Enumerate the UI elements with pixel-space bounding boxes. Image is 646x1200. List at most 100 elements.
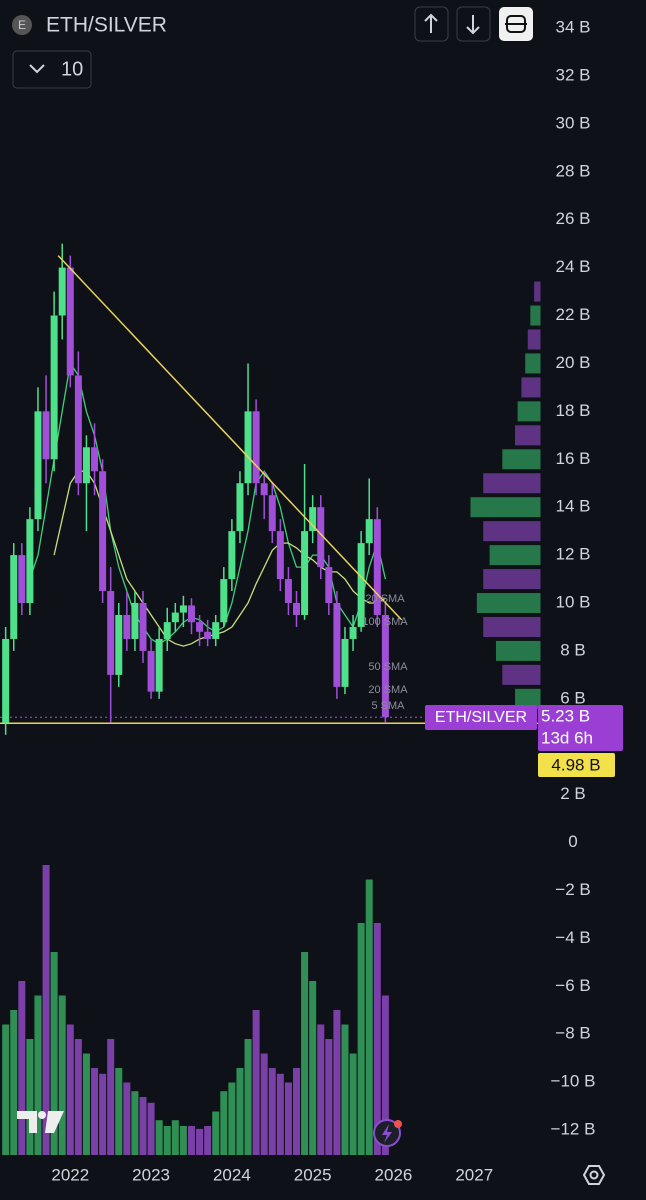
candle-body [187,605,195,623]
symbol-tag-text: ETH/SILVER [435,709,527,726]
volume-bar [179,1126,187,1155]
down-button[interactable] [456,6,491,42]
profile-bar [489,545,541,566]
y-tick-label: 22 B [556,305,591,324]
dropdown-box[interactable] [12,50,92,89]
volume-bar [115,1068,123,1155]
candle-body [365,519,373,544]
candle-body [196,622,204,632]
candle-body [50,315,58,460]
lightning-button[interactable] [373,1119,402,1147]
candle-body [212,622,220,639]
volume-bar [10,1010,18,1155]
symbol-icon-letter: E [18,18,26,32]
up-button[interactable] [414,6,449,42]
volume-bar [66,1024,74,1155]
fullscreen-button[interactable] [499,7,533,41]
candle-body [115,614,123,675]
volume-bar [244,1039,252,1155]
candle-body [341,638,349,687]
volume-bar [301,952,309,1155]
candle-body [204,631,212,639]
volume-bar [91,1068,99,1155]
profile-bar [483,521,541,542]
y-tick-label: −12 B [551,1120,596,1139]
settings-button[interactable] [582,1165,606,1185]
last-price: 5.23 B [541,706,590,725]
candle-body [26,519,34,604]
chevron [29,64,45,74]
tv-logo [17,1111,64,1133]
interval: 10 [61,58,83,80]
y-tick-label: 14 B [556,497,591,516]
candle-body [373,519,381,615]
volume-bar [268,1068,276,1155]
y-tick-label: 6 B [560,688,586,707]
volume-bar [34,995,42,1155]
candle-body [333,603,341,687]
hline-price: 4.98 B [551,755,600,774]
profile-bar [483,616,541,637]
candle-body [82,447,90,484]
candle-body [236,483,244,532]
y-tick-label: 12 B [556,545,591,564]
profile-bar [527,329,541,350]
x-tick-label: 2023 [132,1165,170,1184]
y-tick-label: 28 B [556,161,591,180]
candle-body [131,603,139,639]
y-tick-label: −10 B [551,1072,596,1091]
profile-bar [534,281,541,302]
volume-bar [212,1111,220,1155]
candle-body [284,579,292,604]
profile-bar [502,664,541,685]
y-tick-label: 32 B [556,65,591,84]
volume-bar [220,1091,228,1155]
candle-body [147,650,155,692]
volume-bar [147,1102,155,1155]
candle-body [220,579,228,623]
candle-body [276,531,284,580]
volume-bar [107,1039,115,1155]
symbol-icon [12,15,32,35]
dropdown[interactable]: 10 [12,50,92,89]
volume-bar [187,1126,195,1155]
volume-bar [204,1126,212,1155]
volume-bar [99,1073,107,1155]
volume-bar [373,923,381,1155]
candle-body [10,555,18,639]
volume-bar [58,995,66,1155]
volume-bar [381,995,389,1155]
volume-bar [260,1053,268,1155]
last-price-tag [538,705,623,751]
volume-bar [276,1073,284,1155]
y-tick-label: −8 B [555,1024,590,1043]
candle-body [139,603,147,651]
candle-body [301,531,309,615]
symbol: ETH/SILVER [46,14,167,37]
volume-bar [42,865,50,1155]
volume-bar [2,1024,10,1155]
y-tick-label: −4 B [555,928,590,947]
sma-label: 5 SMA [371,700,405,712]
profile-bar [525,353,541,374]
volume-bar [236,1068,244,1155]
volume-bar [317,1024,325,1155]
y-tick-label: 26 B [556,209,591,228]
sma-label: 20 SMA [365,593,405,605]
y-tick-label: 8 B [560,640,586,659]
hline-tag [538,753,615,777]
profile-bar [521,377,541,398]
candle-body [91,447,99,472]
volume-bar [163,1126,171,1155]
volume-bar [341,1024,349,1155]
x-tick-label: 2024 [213,1165,251,1184]
candle-body [42,411,50,460]
y-tick-label: 18 B [556,401,591,420]
y-tick-label: 24 B [556,257,591,276]
candle-body [252,411,260,484]
sma-label: 20 SMA [368,684,408,696]
volume-bar [333,1010,341,1155]
volume-bar [26,1039,34,1155]
volume-bar [309,981,317,1155]
profile-bar [515,425,541,446]
